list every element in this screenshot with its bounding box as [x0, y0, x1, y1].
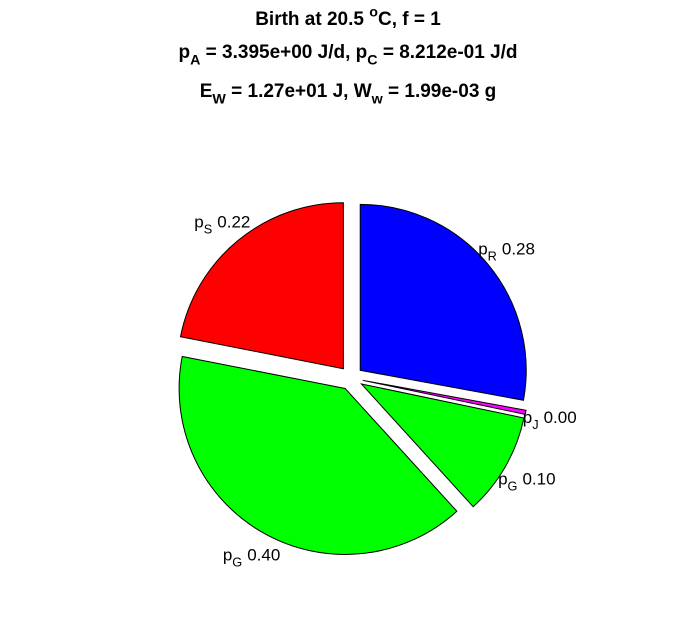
- text-part: Birth at 20.5: [255, 9, 369, 30]
- slice-label: pS​0.22: [194, 213, 250, 237]
- slice-label: pG​0.40: [223, 545, 280, 569]
- text-part: E: [200, 81, 213, 102]
- subscript: G: [508, 478, 518, 493]
- value-label: 0.40: [247, 545, 280, 564]
- value-label: 0.22: [217, 213, 250, 232]
- text-part: p: [178, 42, 190, 63]
- text-part: p: [478, 239, 487, 258]
- subscript: A: [190, 53, 200, 69]
- subscript: W: [212, 92, 226, 108]
- slice-label: pG​0.10: [498, 470, 555, 494]
- text-part: p: [194, 213, 203, 232]
- slice-label: pR​0.28: [478, 239, 535, 263]
- text-part: = 3.395e+00 J/d, p: [200, 42, 367, 63]
- superscript: o: [369, 4, 378, 20]
- pie-slice: [359, 203, 527, 401]
- text-part: = 1.27e+01 J, W: [226, 81, 372, 102]
- value-label: 0.28: [502, 239, 535, 258]
- chart-title: pA​ = 3.395e+00 J/d, pC​ = 8.212e-01 J/d: [178, 42, 517, 69]
- pie-slice: [360, 383, 525, 508]
- subscript: S: [204, 222, 213, 237]
- text-part: p: [223, 545, 232, 564]
- value-label: 0.10: [522, 470, 555, 489]
- slice-label: pJ​0.00: [523, 408, 577, 432]
- pie-slice: [362, 379, 527, 415]
- pie-slice: [178, 355, 458, 555]
- subscript: J: [532, 417, 538, 432]
- text-part: p: [498, 470, 507, 489]
- text-part: C, f = 1: [378, 9, 441, 30]
- pie-slice: [179, 202, 344, 370]
- value-label: 0.00: [544, 408, 577, 427]
- subscript: G: [232, 554, 242, 569]
- subscript: C: [367, 53, 377, 69]
- text-part: p: [523, 408, 532, 427]
- chart-title: EW​ = 1.27e+01 J, Ww​ = 1.99e-03 g: [200, 81, 497, 108]
- subscript: w: [371, 92, 384, 108]
- subscript: R: [488, 248, 497, 263]
- text-part: = 1.99e-03 g: [383, 81, 497, 102]
- text-part: = 8.212e-01 J/d: [378, 42, 518, 63]
- chart-title: Birth at 20.5 o​C, f = 1: [255, 4, 441, 30]
